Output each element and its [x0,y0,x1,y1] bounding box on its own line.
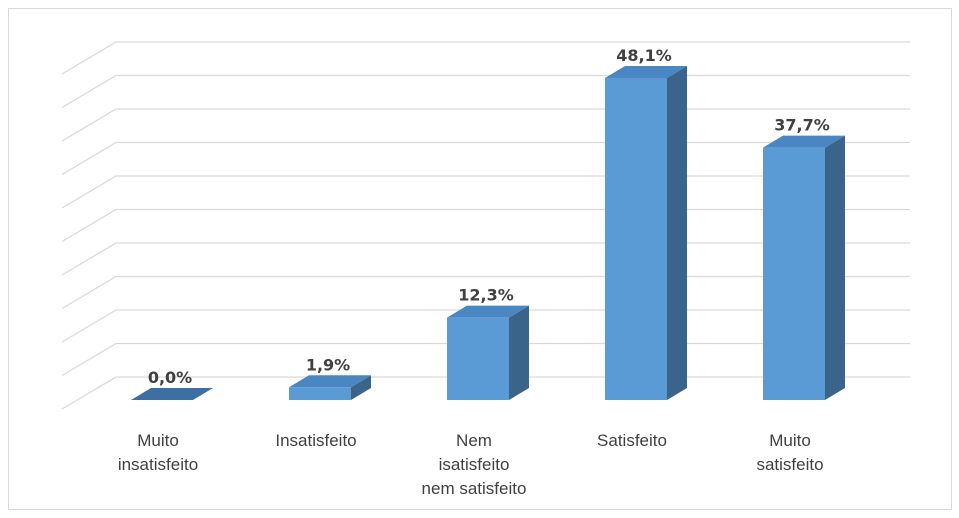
bar [605,66,687,400]
bar-side [825,135,845,400]
category-label: Insatisfeito [275,431,356,450]
gridline [61,74,910,109]
bar-top [763,135,845,148]
category-label: Muito insatisfeito [118,431,198,474]
category-label: Satisfeito [597,431,667,450]
bar-top [447,305,529,318]
bar [131,388,213,400]
bar-top [131,388,213,400]
category-label: Muito satisfeito [756,431,823,474]
bar [447,305,529,400]
bar-front [289,387,351,400]
category-label: Nem isatisfeito nem satisfeito [422,431,527,498]
data-label: 1,9% [306,355,350,374]
bar-front [447,317,509,400]
bar [763,135,845,400]
bar-side [667,66,687,400]
bar [289,375,371,400]
data-label: 48,1% [616,46,672,65]
bar-top [289,375,371,388]
data-label: 37,7% [774,116,830,135]
data-label: 12,3% [458,286,514,305]
bar-top [605,66,687,78]
bar-front [605,78,667,400]
labels: 0,0% Muito insatisfeito 1,9% Insatisfeito 12,… [118,46,830,498]
gridline [61,41,910,75]
data-label: 0,0% [148,368,192,387]
bar-side [351,375,371,400]
bars [131,66,845,400]
bar-side [509,305,529,400]
bar-front [763,147,825,400]
